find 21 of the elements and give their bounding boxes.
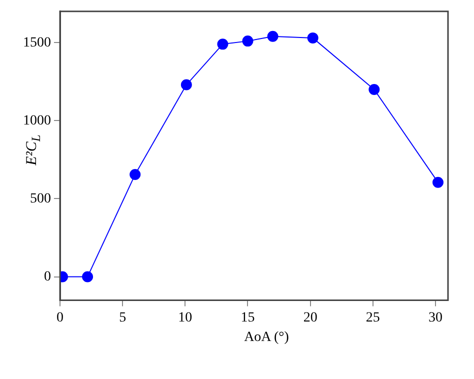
x-tick-label: 10 — [178, 310, 192, 326]
y-tick-label: 0 — [44, 269, 51, 284]
x-tick-label: 0 — [56, 310, 64, 326]
point — [82, 271, 94, 282]
point — [267, 30, 278, 42]
y-tick-label: 1500 — [23, 35, 51, 50]
x-tick-label: 20 — [303, 310, 318, 326]
y-tick-label: 1000 — [23, 113, 51, 128]
x-tick-label: 25 — [366, 310, 380, 326]
point — [180, 79, 192, 90]
x-tick-label: 5 — [119, 310, 126, 326]
x-axis-title: AoA (°) — [243, 330, 290, 346]
point — [130, 169, 141, 180]
point — [432, 176, 444, 188]
point — [217, 38, 228, 50]
point — [307, 32, 318, 44]
y-tick-label: 500 — [30, 191, 51, 206]
x-tick-label: 15 — [240, 310, 255, 326]
point — [242, 36, 254, 47]
point — [368, 84, 380, 95]
x-tick-label: 30 — [428, 310, 442, 326]
